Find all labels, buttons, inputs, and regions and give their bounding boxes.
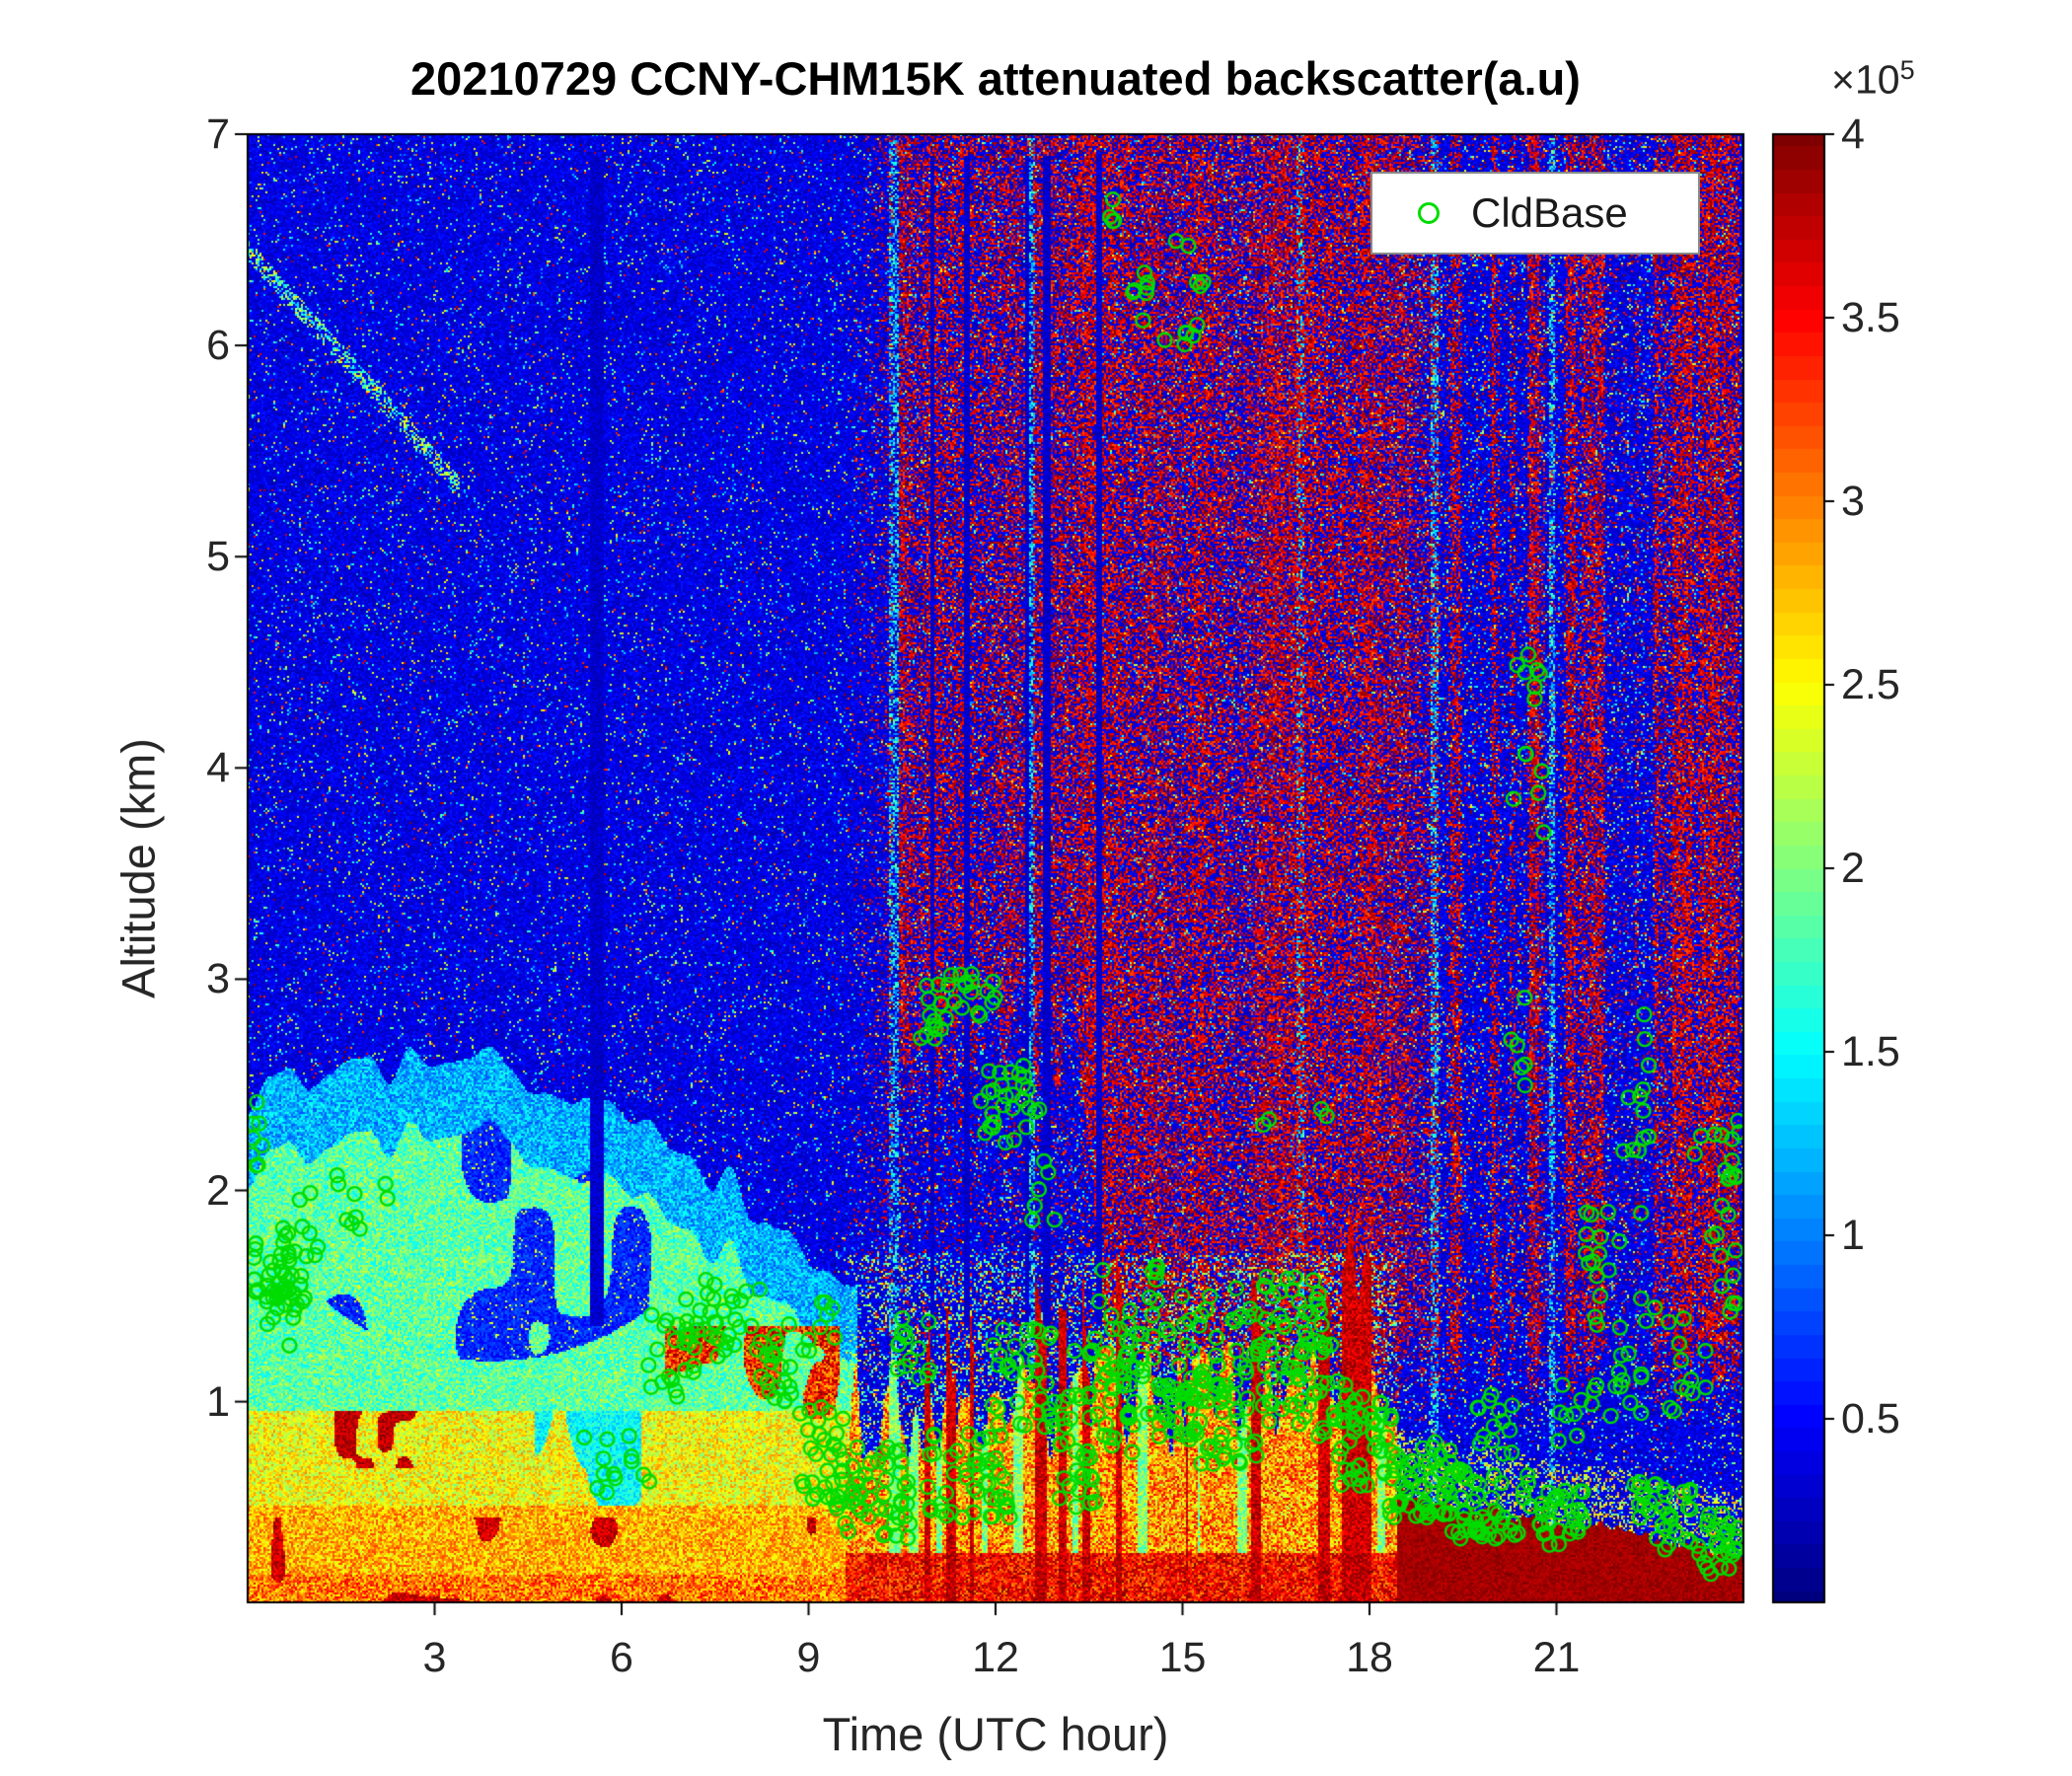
legend-box: CldBase bbox=[1370, 172, 1700, 255]
y-tick-label: 1 bbox=[206, 1377, 230, 1426]
y-tick-label: 2 bbox=[206, 1166, 230, 1215]
x-tick-label: 21 bbox=[1532, 1634, 1581, 1681]
colorbar-tick-label: 1.5 bbox=[1841, 1028, 1900, 1075]
legend-label: CldBase bbox=[1471, 189, 1628, 236]
y-tick-label: 4 bbox=[206, 744, 230, 792]
x-tick-label: 9 bbox=[796, 1634, 821, 1681]
chart-title: 20210729 CCNY-CHM15K attenuated backscat… bbox=[410, 52, 1581, 105]
colorbar-tick-label: 2 bbox=[1841, 845, 1865, 892]
colorbar-exponent-base: ×10 bbox=[1831, 56, 1900, 103]
x-tick-label: 15 bbox=[1158, 1634, 1207, 1681]
cldbase-marker-icon bbox=[1418, 202, 1440, 224]
colorbar-tick-label: 4 bbox=[1841, 111, 1865, 158]
y-tick-label: 7 bbox=[206, 111, 230, 158]
x-tick-label: 3 bbox=[422, 1634, 447, 1681]
colorbar-tick-label: 1 bbox=[1841, 1212, 1865, 1259]
x-tick-label: 18 bbox=[1346, 1634, 1393, 1681]
y-tick-label: 5 bbox=[206, 533, 230, 581]
colorbar-tick-label: 3.5 bbox=[1841, 294, 1900, 341]
colorbar-exponent-label: ×105 bbox=[1831, 55, 1915, 104]
colorbar-tick-label: 3 bbox=[1841, 478, 1865, 525]
y-tick-label: 3 bbox=[206, 955, 230, 1003]
colorbar-tick-label: 0.5 bbox=[1841, 1395, 1900, 1443]
x-axis-label: Time (UTC hour) bbox=[822, 1708, 1169, 1760]
colorbar-tick-label: 2.5 bbox=[1841, 661, 1900, 708]
y-tick-label: 6 bbox=[206, 322, 230, 370]
x-tick-label: 12 bbox=[972, 1634, 1019, 1681]
colorbar-exponent-power: 5 bbox=[1899, 55, 1915, 85]
x-tick-label: 6 bbox=[610, 1634, 633, 1681]
